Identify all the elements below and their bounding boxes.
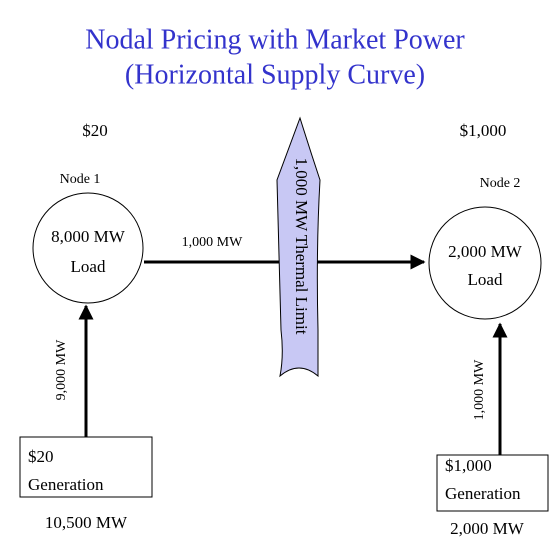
limit: 1,000 MW Thermal Limit bbox=[292, 158, 311, 335]
title: (Horizontal Supply Curve) bbox=[125, 59, 425, 90]
node-name: Node 1 bbox=[60, 172, 101, 187]
load: 8,000 MW bbox=[51, 227, 126, 246]
price: $1,000 bbox=[460, 121, 507, 140]
node-circle bbox=[32, 192, 144, 304]
thermal-limit bbox=[276, 116, 321, 378]
title: Nodal Pricing with Market Power bbox=[85, 24, 465, 55]
node-name: Node 2 bbox=[480, 176, 521, 191]
line-flow: 1,000 MW bbox=[182, 235, 243, 250]
generation-box bbox=[19, 436, 153, 498]
generation: $1,000 bbox=[445, 456, 492, 475]
flow: 1,000 MW bbox=[472, 359, 487, 420]
capacity: 2,000 MW bbox=[450, 519, 525, 538]
load: 2,000 MW bbox=[448, 242, 523, 261]
generation: Generation bbox=[445, 484, 521, 503]
node-circle bbox=[428, 206, 542, 320]
generation: Generation bbox=[28, 475, 104, 494]
generation: $20 bbox=[28, 447, 54, 466]
price: $20 bbox=[82, 121, 108, 140]
load: Load bbox=[71, 257, 106, 276]
generation-box bbox=[436, 454, 549, 512]
load: Load bbox=[468, 270, 503, 289]
capacity: 10,500 MW bbox=[45, 513, 128, 532]
flow: 9,000 MW bbox=[54, 339, 69, 400]
